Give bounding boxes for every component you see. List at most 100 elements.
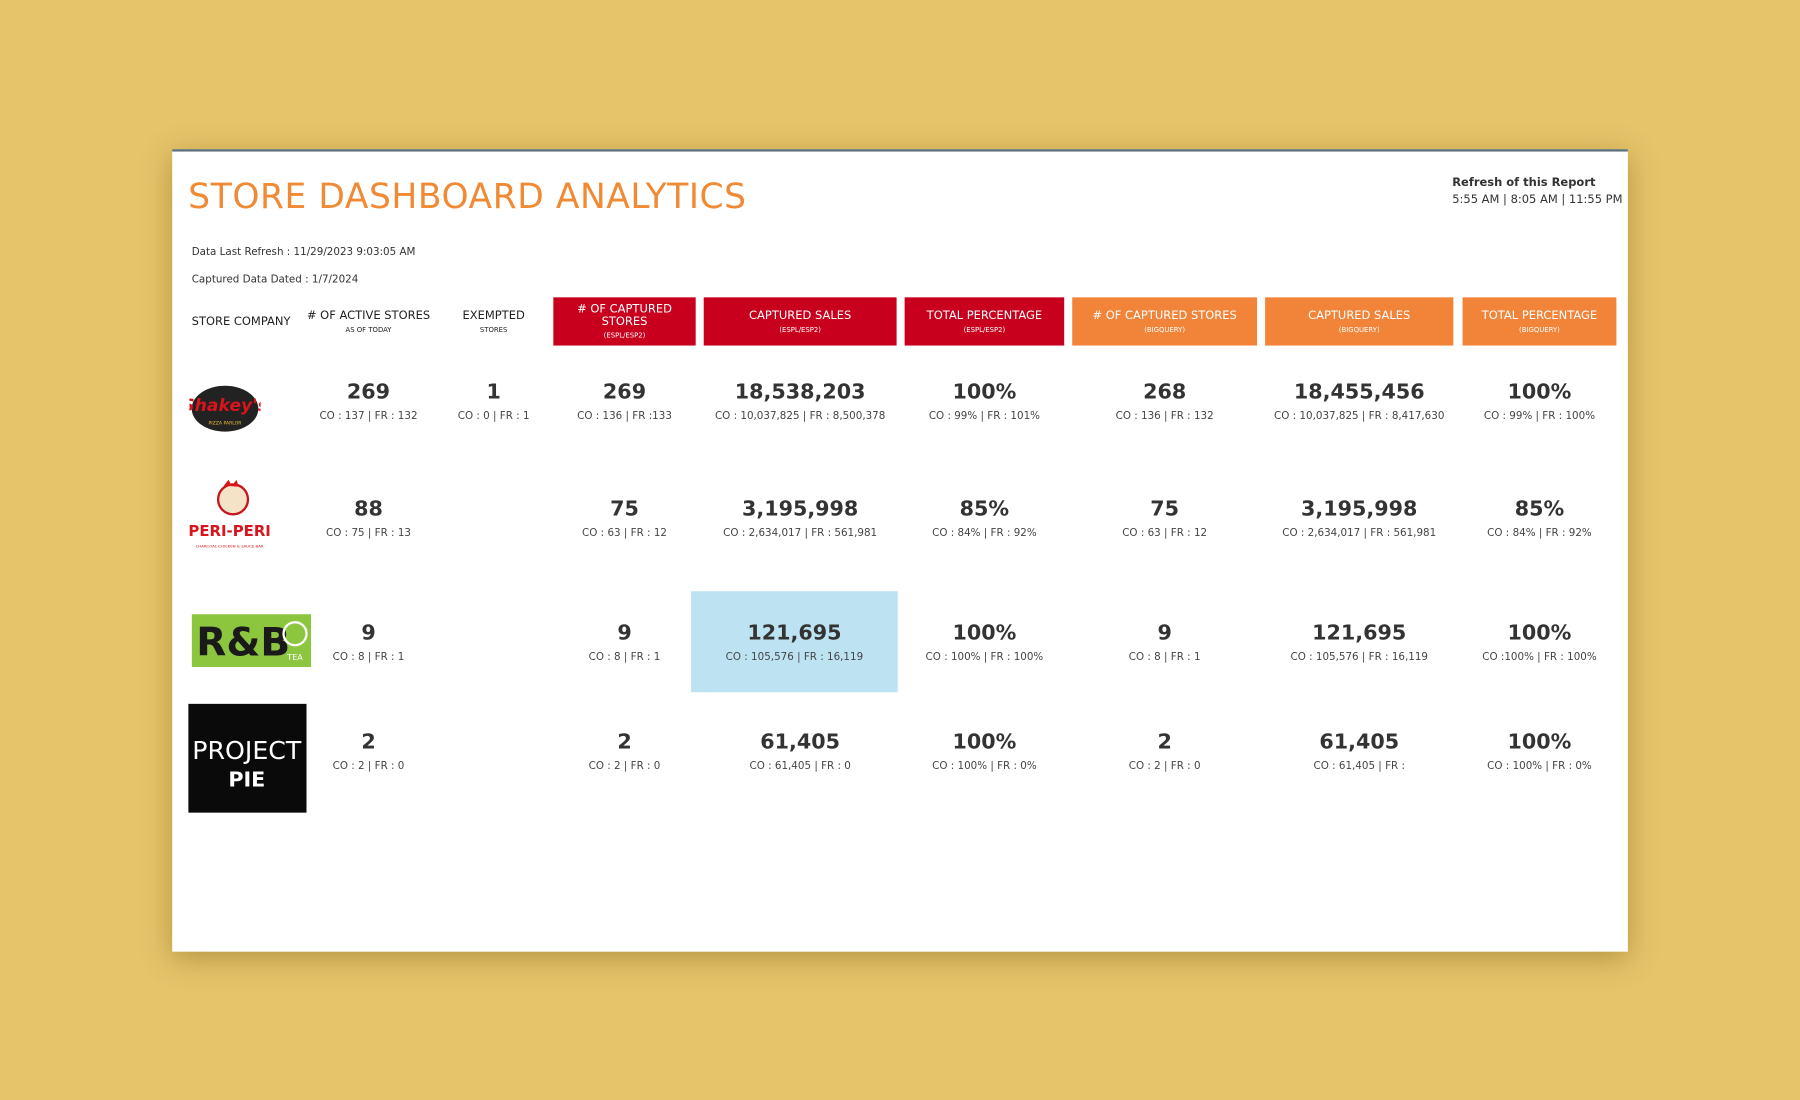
logo-peri: PERI-PERI CHARCOAL CHICKEN & SAUCE BAR xyxy=(189,479,270,549)
table-cell: 18,455,456 CO : 10,037,825 | FR : 8,417,6… xyxy=(1265,350,1453,451)
table-cell: 121,695 CO : 105,576 | FR : 16,119 xyxy=(691,591,898,693)
cell-breakdown: CO : 84% | FR : 92% xyxy=(1487,527,1592,539)
cell-breakdown: CO : 105,576 | FR : 16,119 xyxy=(725,651,864,663)
column-subtitle: AS OF TODAY xyxy=(345,325,392,334)
table-cell: 3,195,998 CO : 2,634,017 | FR : 561,981 xyxy=(1265,467,1453,568)
captured-dated: Captured Data Dated : 1/7/2024 xyxy=(191,274,359,286)
logo-text: PROJECT xyxy=(192,736,302,765)
logo-bg xyxy=(191,385,259,432)
column-title: TOTAL PERCENTAGE xyxy=(1481,309,1598,323)
table-cell: 268 CO : 136 | FR : 132 xyxy=(1072,350,1257,451)
cell-breakdown: CO : 8 | FR : 1 xyxy=(332,651,405,663)
table-cell: 61,405 CO : 61,405 | FR : xyxy=(1265,700,1453,801)
cell-breakdown: CO : 105,576 | FR : 16,119 xyxy=(1290,651,1428,663)
table-cell: 3,195,998 CO : 2,634,017 | FR : 561,981 xyxy=(704,467,897,568)
cell-value: 121,695 xyxy=(747,620,842,645)
cell-value: 100% xyxy=(952,620,1017,645)
column-header: CAPTURED SALES (ESPL/ESP2) xyxy=(703,297,897,346)
table-cell: 100% CO : 100% | FR : 0% xyxy=(1463,700,1617,801)
column-header: CAPTURED SALES (BIGQUERY) xyxy=(1265,297,1454,346)
column-subtitle: (ESPL/ESP2) xyxy=(603,331,646,340)
refresh-times: 5:55 AM | 8:05 AM | 11:55 PM xyxy=(1452,194,1623,207)
cell-breakdown: CO : 100% | FR : 100% xyxy=(925,651,1044,663)
cell-value: 85% xyxy=(1514,496,1565,521)
cell-value: 61,405 xyxy=(760,729,841,754)
cell-breakdown: CO : 2 | FR : 0 xyxy=(588,760,661,773)
cell-value: 18,455,456 xyxy=(1293,379,1425,404)
column-header: # OF ACTIVE STORES AS OF TODAY xyxy=(304,297,433,345)
column-header: TOTAL PERCENTAGE (ESPL/ESP2) xyxy=(904,297,1065,346)
column-header: # OF CAPTURED STORES (BIGQUERY) xyxy=(1072,297,1258,346)
column-title: STORE COMPANY xyxy=(191,315,291,328)
cell-value: 18,538,203 xyxy=(734,379,866,404)
cell-breakdown: CO : 136 | FR :133 xyxy=(577,410,672,422)
table-cell: 269 CO : 137 | FR : 132 xyxy=(304,350,433,451)
column-title: # OF CAPTURED STORES xyxy=(1092,309,1237,323)
cell-value: 100% xyxy=(1507,379,1572,404)
cell-value: 2 xyxy=(361,729,376,754)
logo-icon xyxy=(223,479,239,487)
cell-breakdown: CO : 10,037,825 | FR : 8,500,378 xyxy=(714,410,886,422)
table-cell: 61,405 CO : 61,405 | FR : 0 xyxy=(704,700,897,801)
cell-value: 9 xyxy=(361,620,376,645)
dashboard-card: STORE DASHBOARD ANALYTICS Refresh of thi… xyxy=(172,149,1628,952)
table-cell: 100% CO : 100% | FR : 0% xyxy=(905,700,1065,801)
cell-value: 3,195,998 xyxy=(741,496,859,521)
cell-breakdown: CO :100% | FR : 100% xyxy=(1482,651,1597,663)
cell-breakdown: CO : 2 | FR : 0 xyxy=(332,760,405,773)
table-cell: 100% CO : 99% | FR : 100% xyxy=(1463,350,1617,451)
title: STORE DASHBOARD ANALYTICS xyxy=(188,176,747,217)
cell-value: 269 xyxy=(602,379,647,404)
logo-rnb: R&B TEA xyxy=(191,614,312,667)
logo-text: PIZZA PARLOR xyxy=(209,421,243,427)
cell-breakdown: CO : 10,037,825 | FR : 8,417,630 xyxy=(1274,410,1445,422)
logo-text: TEA xyxy=(286,653,303,662)
cell-value: 100% xyxy=(1507,729,1572,754)
table-cell: 121,695 CO : 105,576 | FR : 16,119 xyxy=(1265,591,1453,692)
table-cell: 9 CO : 8 | FR : 1 xyxy=(304,591,433,692)
cell-value: 1 xyxy=(486,379,501,404)
cell-breakdown: CO : 8 | FR : 1 xyxy=(1128,651,1201,663)
column-subtitle: (ESPL/ESP2) xyxy=(963,325,1006,334)
cell-value: 100% xyxy=(1507,620,1572,645)
cell-value: 75 xyxy=(610,496,639,521)
cell-breakdown: CO : 137 | FR : 132 xyxy=(319,410,418,422)
cell-value: 9 xyxy=(1157,620,1172,645)
cell-value: 85% xyxy=(959,496,1010,521)
table-cell: 88 CO : 75 | FR : 13 xyxy=(304,467,433,568)
logo-shakeys: Shakey's PIZZA PARLOR xyxy=(189,385,261,432)
cell-value: 2 xyxy=(1157,729,1172,754)
table-cell: 269 CO : 136 | FR :133 xyxy=(553,350,695,451)
column-subtitle: (BIGQUERY) xyxy=(1338,325,1380,334)
table-cell: 9 CO : 8 | FR : 1 xyxy=(1072,591,1257,692)
table-cell: 9 CO : 8 | FR : 1 xyxy=(553,591,695,692)
logo-text: Shakey's xyxy=(189,396,260,416)
column-title: CAPTURED SALES xyxy=(749,309,852,323)
cell-breakdown: CO : 2 | FR : 0 xyxy=(1128,760,1201,773)
table-cell: 100% CO : 100% | FR : 100% xyxy=(905,591,1065,692)
cell-value: 100% xyxy=(952,379,1017,404)
column-title: # OF CAPTURED STORES xyxy=(577,303,672,329)
cell-breakdown: CO : 99% | FR : 100% xyxy=(1483,410,1596,422)
column-header: TOTAL PERCENTAGE (BIGQUERY) xyxy=(1462,297,1617,346)
table-cell: 2 CO : 2 | FR : 0 xyxy=(304,700,433,801)
cell-value: 269 xyxy=(346,379,391,404)
logo-projectpie: PROJECT PIE xyxy=(188,703,307,813)
table-cell: 75 CO : 63 | FR : 12 xyxy=(1072,467,1257,568)
column-subtitle: (BIGQUERY) xyxy=(1144,325,1186,334)
column-title: CAPTURED SALES xyxy=(1308,309,1411,323)
cell-value: 268 xyxy=(1143,379,1187,404)
cell-value: 2 xyxy=(617,729,632,754)
cell-breakdown: CO : 75 | FR : 13 xyxy=(326,527,411,539)
cell-breakdown: CO : 8 | FR : 1 xyxy=(588,651,661,663)
table-cell: 1 CO : 0 | FR : 1 xyxy=(436,350,551,451)
table-cell: 85% CO : 84% | FR : 92% xyxy=(905,467,1065,568)
table-cell: 75 CO : 63 | FR : 12 xyxy=(553,467,695,568)
cell-breakdown: CO : 63 | FR : 12 xyxy=(582,527,667,539)
cell-value: 100% xyxy=(952,729,1017,754)
column-title: TOTAL PERCENTAGE xyxy=(926,309,1043,323)
cell-breakdown: CO : 63 | FR : 12 xyxy=(1122,527,1208,539)
table-cell: 100% CO :100% | FR : 100% xyxy=(1463,591,1617,692)
data-last-refresh: Data Last Refresh : 11/29/2023 9:03:05 A… xyxy=(191,246,416,259)
